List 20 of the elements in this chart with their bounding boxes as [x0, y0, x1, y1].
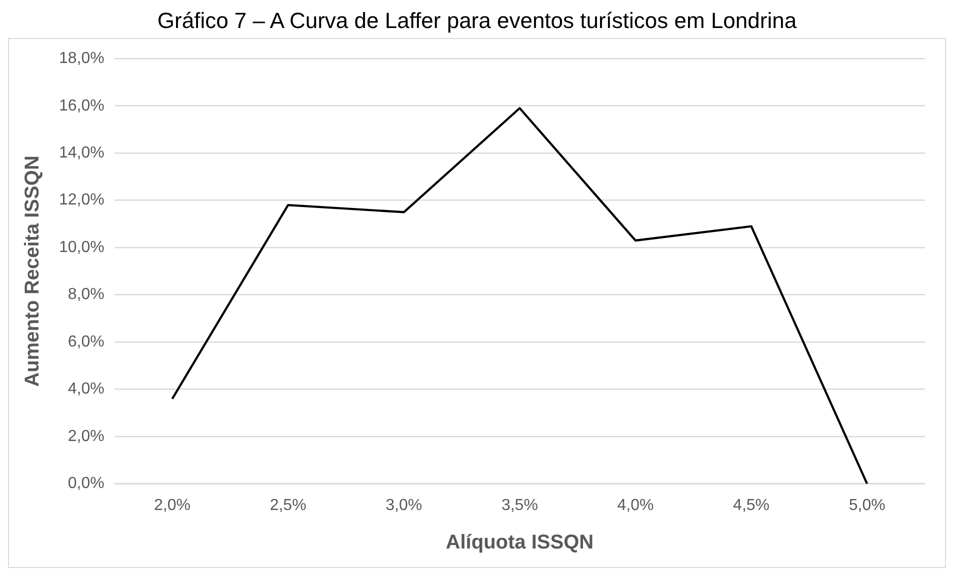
y-tick-label: 8,0% [68, 286, 104, 304]
x-tick-label: 3,0% [386, 496, 422, 514]
y-tick-label: 6,0% [68, 333, 104, 350]
y-tick-label: 10,0% [58, 238, 104, 256]
y-tick-label: 0,0% [68, 475, 104, 492]
x-axis-title: Alíquota ISSQN [446, 532, 594, 554]
x-tick-label: 4,0% [617, 496, 654, 514]
x-tick-label: 5,0% [848, 496, 886, 514]
x-tick-label: 3,5% [501, 496, 538, 514]
x-tick-label: 4,5% [733, 496, 770, 514]
y-tick-label: 12,0% [58, 192, 104, 209]
y-tick-label: 14,0% [58, 144, 104, 162]
y-axis-title: Aumento Receita ISSQN [22, 156, 44, 387]
x-tick-label: 2,5% [270, 496, 306, 514]
y-tick-label: 2,0% [68, 428, 104, 445]
x-tick-label: 2,0% [154, 496, 191, 514]
y-tick-label: 16,0% [58, 97, 104, 114]
chart-title: Gráfico 7 – A Curva de Laffer para eventos turísticos em Londrina [156, 8, 798, 34]
y-tick-label: 18,0% [58, 50, 104, 68]
y-tick-label: 4,0% [68, 380, 104, 398]
